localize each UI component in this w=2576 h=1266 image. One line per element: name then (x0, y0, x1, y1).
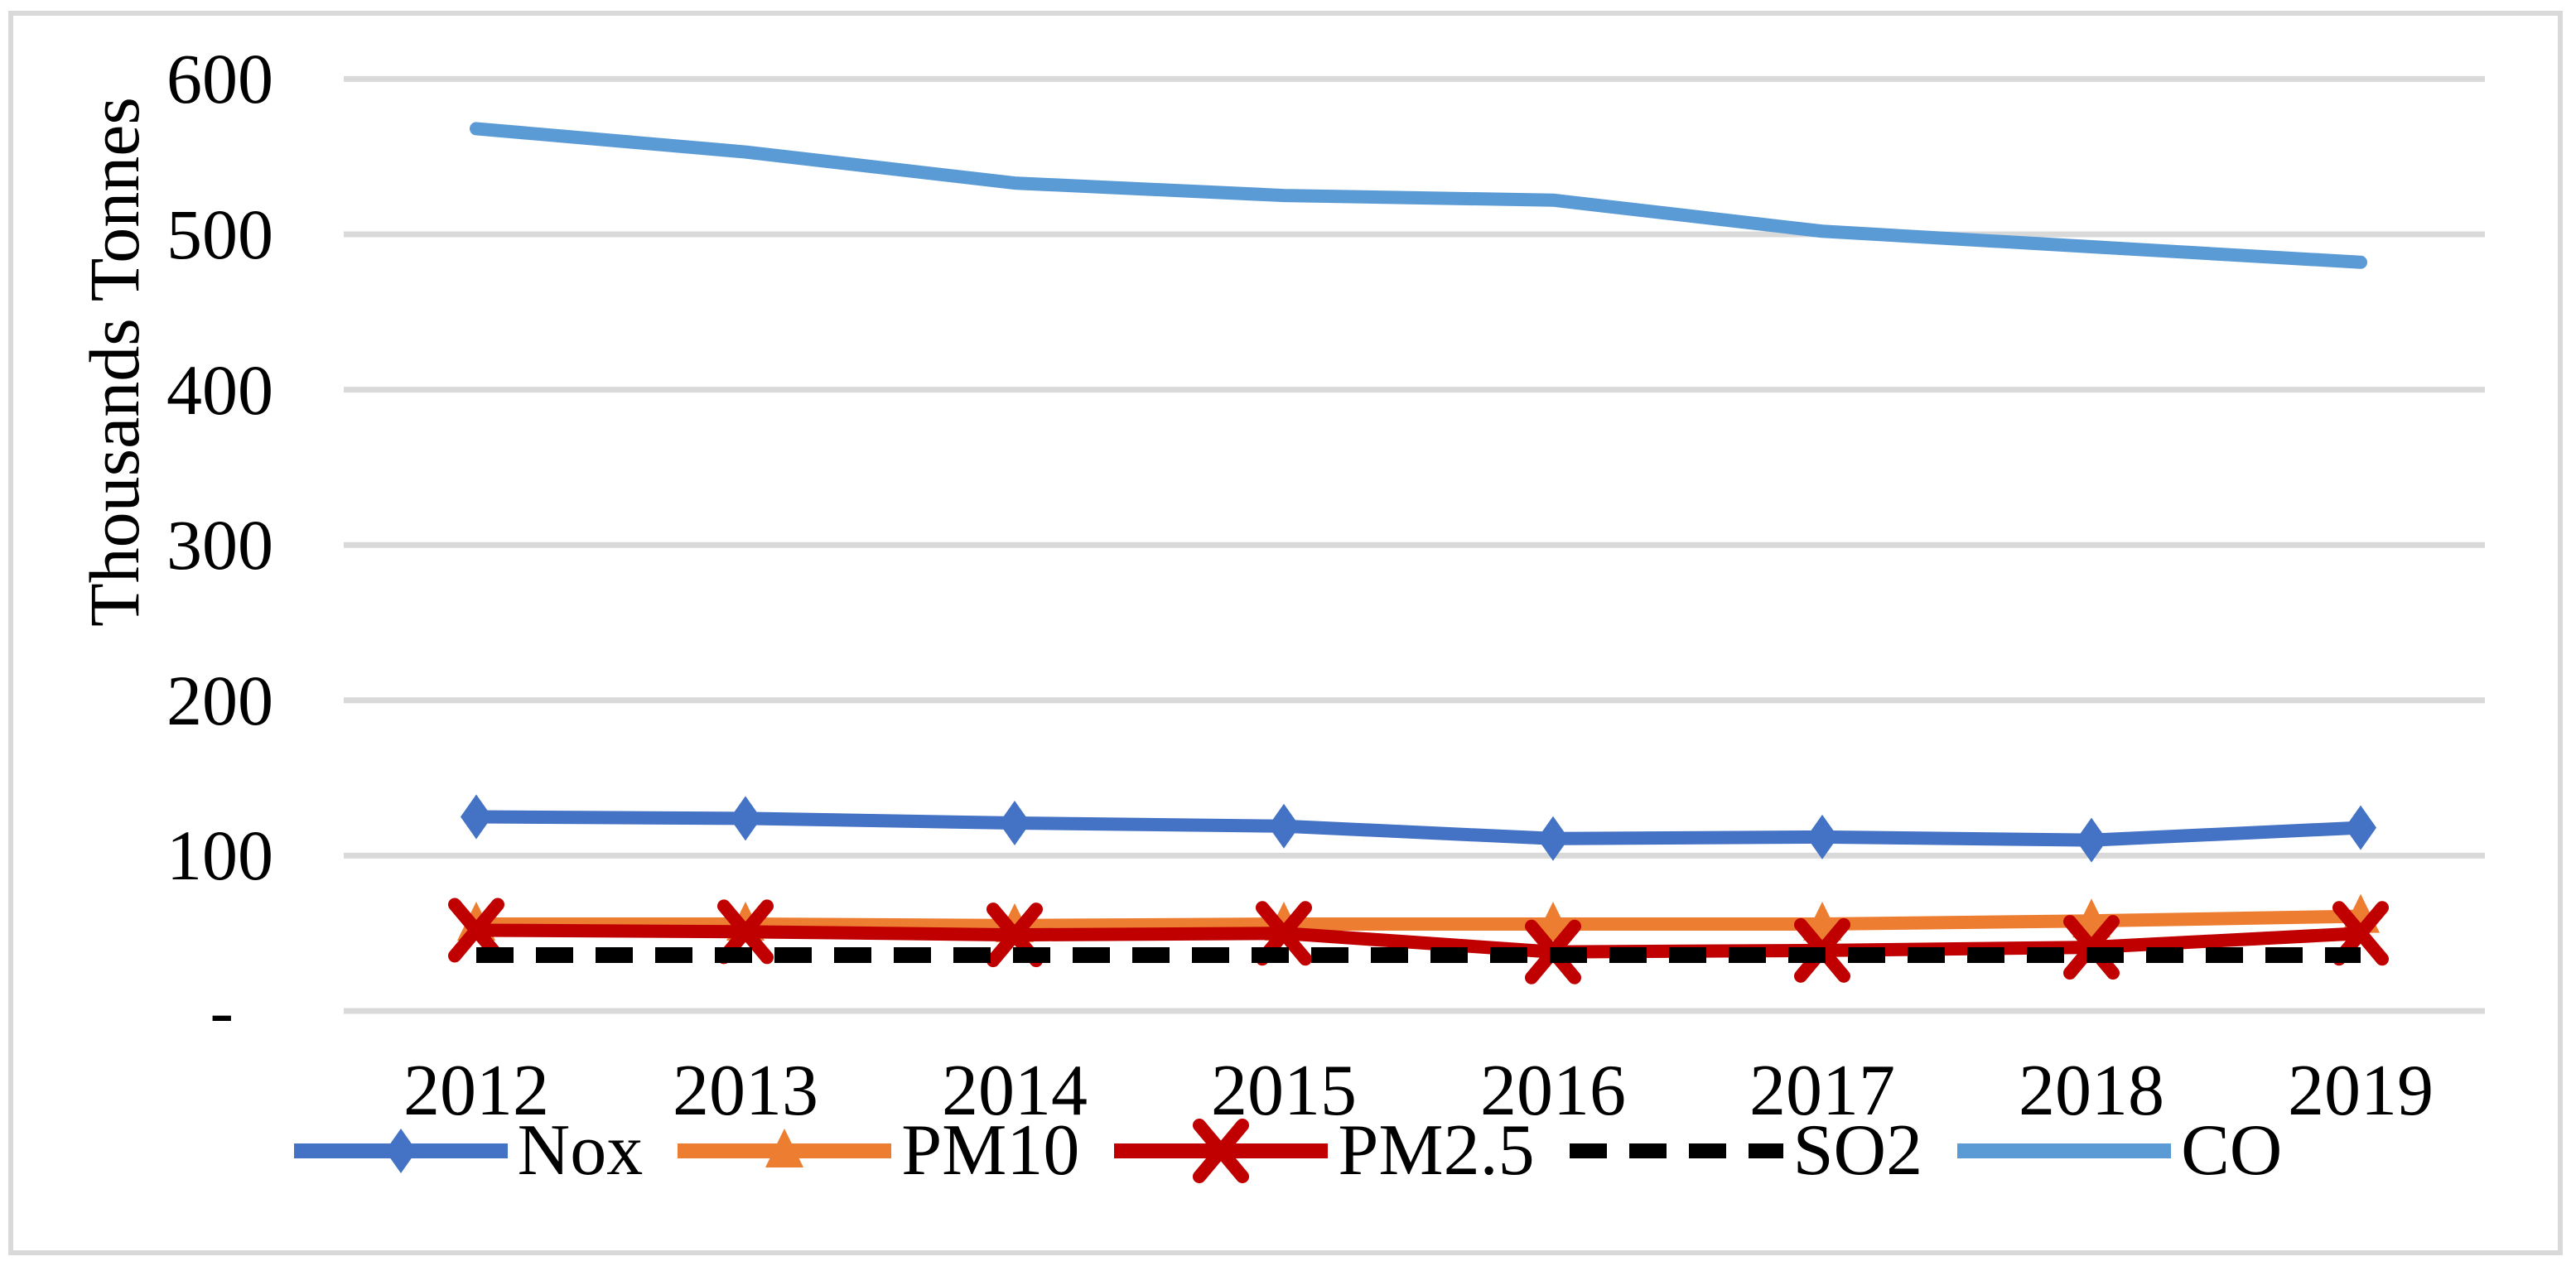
legend-swatch-nox (293, 1129, 508, 1173)
series-marker-pm25 (987, 903, 1043, 968)
legend-label-so2: SO2 (1792, 1110, 1923, 1191)
series-marker-nox (461, 794, 492, 840)
y-tick-label: 100 (166, 816, 273, 896)
legend-swatch-so2 (1569, 1143, 1783, 1158)
legend-swatch-pm25 (1114, 1119, 1329, 1183)
legend-swatch-co (1957, 1143, 2172, 1158)
series-marker-nox (1537, 816, 1569, 861)
legend-label-pm25: PM2.5 (1338, 1110, 1535, 1191)
legend-label-nox: Nox (517, 1110, 644, 1191)
series-marker-nox (730, 796, 761, 841)
legend: Nox PM10 PM2.5 SO2 CO (0, 1105, 2576, 1196)
y-tick-label: 300 (166, 505, 273, 585)
series-marker-nox (1807, 814, 1838, 859)
series-marker-nox (1268, 803, 1300, 849)
series-marker-pm25 (448, 898, 504, 963)
series-line-co (470, 122, 2367, 269)
gridlines (344, 75, 2485, 1014)
x-tick-label: 2019 (2288, 1051, 2434, 1131)
legend-item-co: CO (1957, 1105, 2282, 1196)
x-tick-label: 2014 (942, 1051, 1088, 1131)
legend-item-pm10: PM10 (678, 1105, 1079, 1196)
legend-item-nox: Nox (293, 1105, 644, 1196)
legend-marker-pm25 (1193, 1119, 1250, 1183)
x-tick-label: 2016 (1480, 1051, 1626, 1131)
series-co (470, 122, 2367, 269)
legend-label-co: CO (2181, 1110, 2283, 1191)
x-tick-label: 2018 (2019, 1051, 2164, 1131)
y-tick-label: - (210, 971, 234, 1051)
y-tick-label: 400 (166, 349, 273, 430)
series-line-pm10 (470, 909, 2367, 932)
x-tick-label: 2015 (1211, 1051, 1357, 1131)
series-marker-nox (999, 801, 1030, 846)
x-tick-label: 2013 (673, 1051, 818, 1131)
legend-swatch-pm10 (678, 1129, 892, 1167)
series-line-nox (470, 810, 2367, 847)
x-tick-label: 2012 (403, 1051, 549, 1131)
legend-label-pm10: PM10 (901, 1110, 1080, 1191)
series-marker-nox (2345, 805, 2376, 850)
legend-marker-pm10 (765, 1129, 804, 1167)
legend-item-pm25: PM2.5 (1114, 1105, 1535, 1196)
x-tick-label: 2017 (1749, 1051, 1895, 1131)
y-tick-label: 200 (166, 660, 273, 740)
legend-marker-nox (384, 1129, 417, 1173)
series-nox (461, 794, 2376, 863)
series-marker-nox (2076, 817, 2107, 863)
series-group (448, 122, 2389, 984)
y-tick-label: 500 (166, 195, 273, 274)
y-tick-label: 600 (166, 39, 273, 119)
legend-item-so2: SO2 (1569, 1105, 1923, 1196)
